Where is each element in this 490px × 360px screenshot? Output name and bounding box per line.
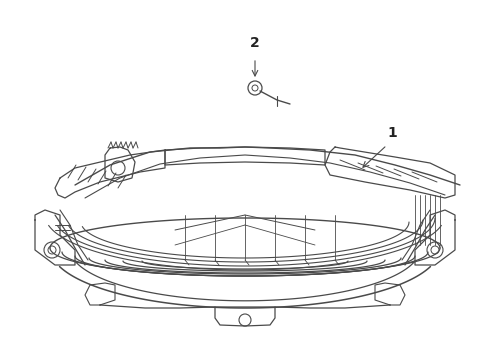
Text: 2: 2	[250, 36, 260, 50]
Text: 1: 1	[387, 126, 397, 140]
